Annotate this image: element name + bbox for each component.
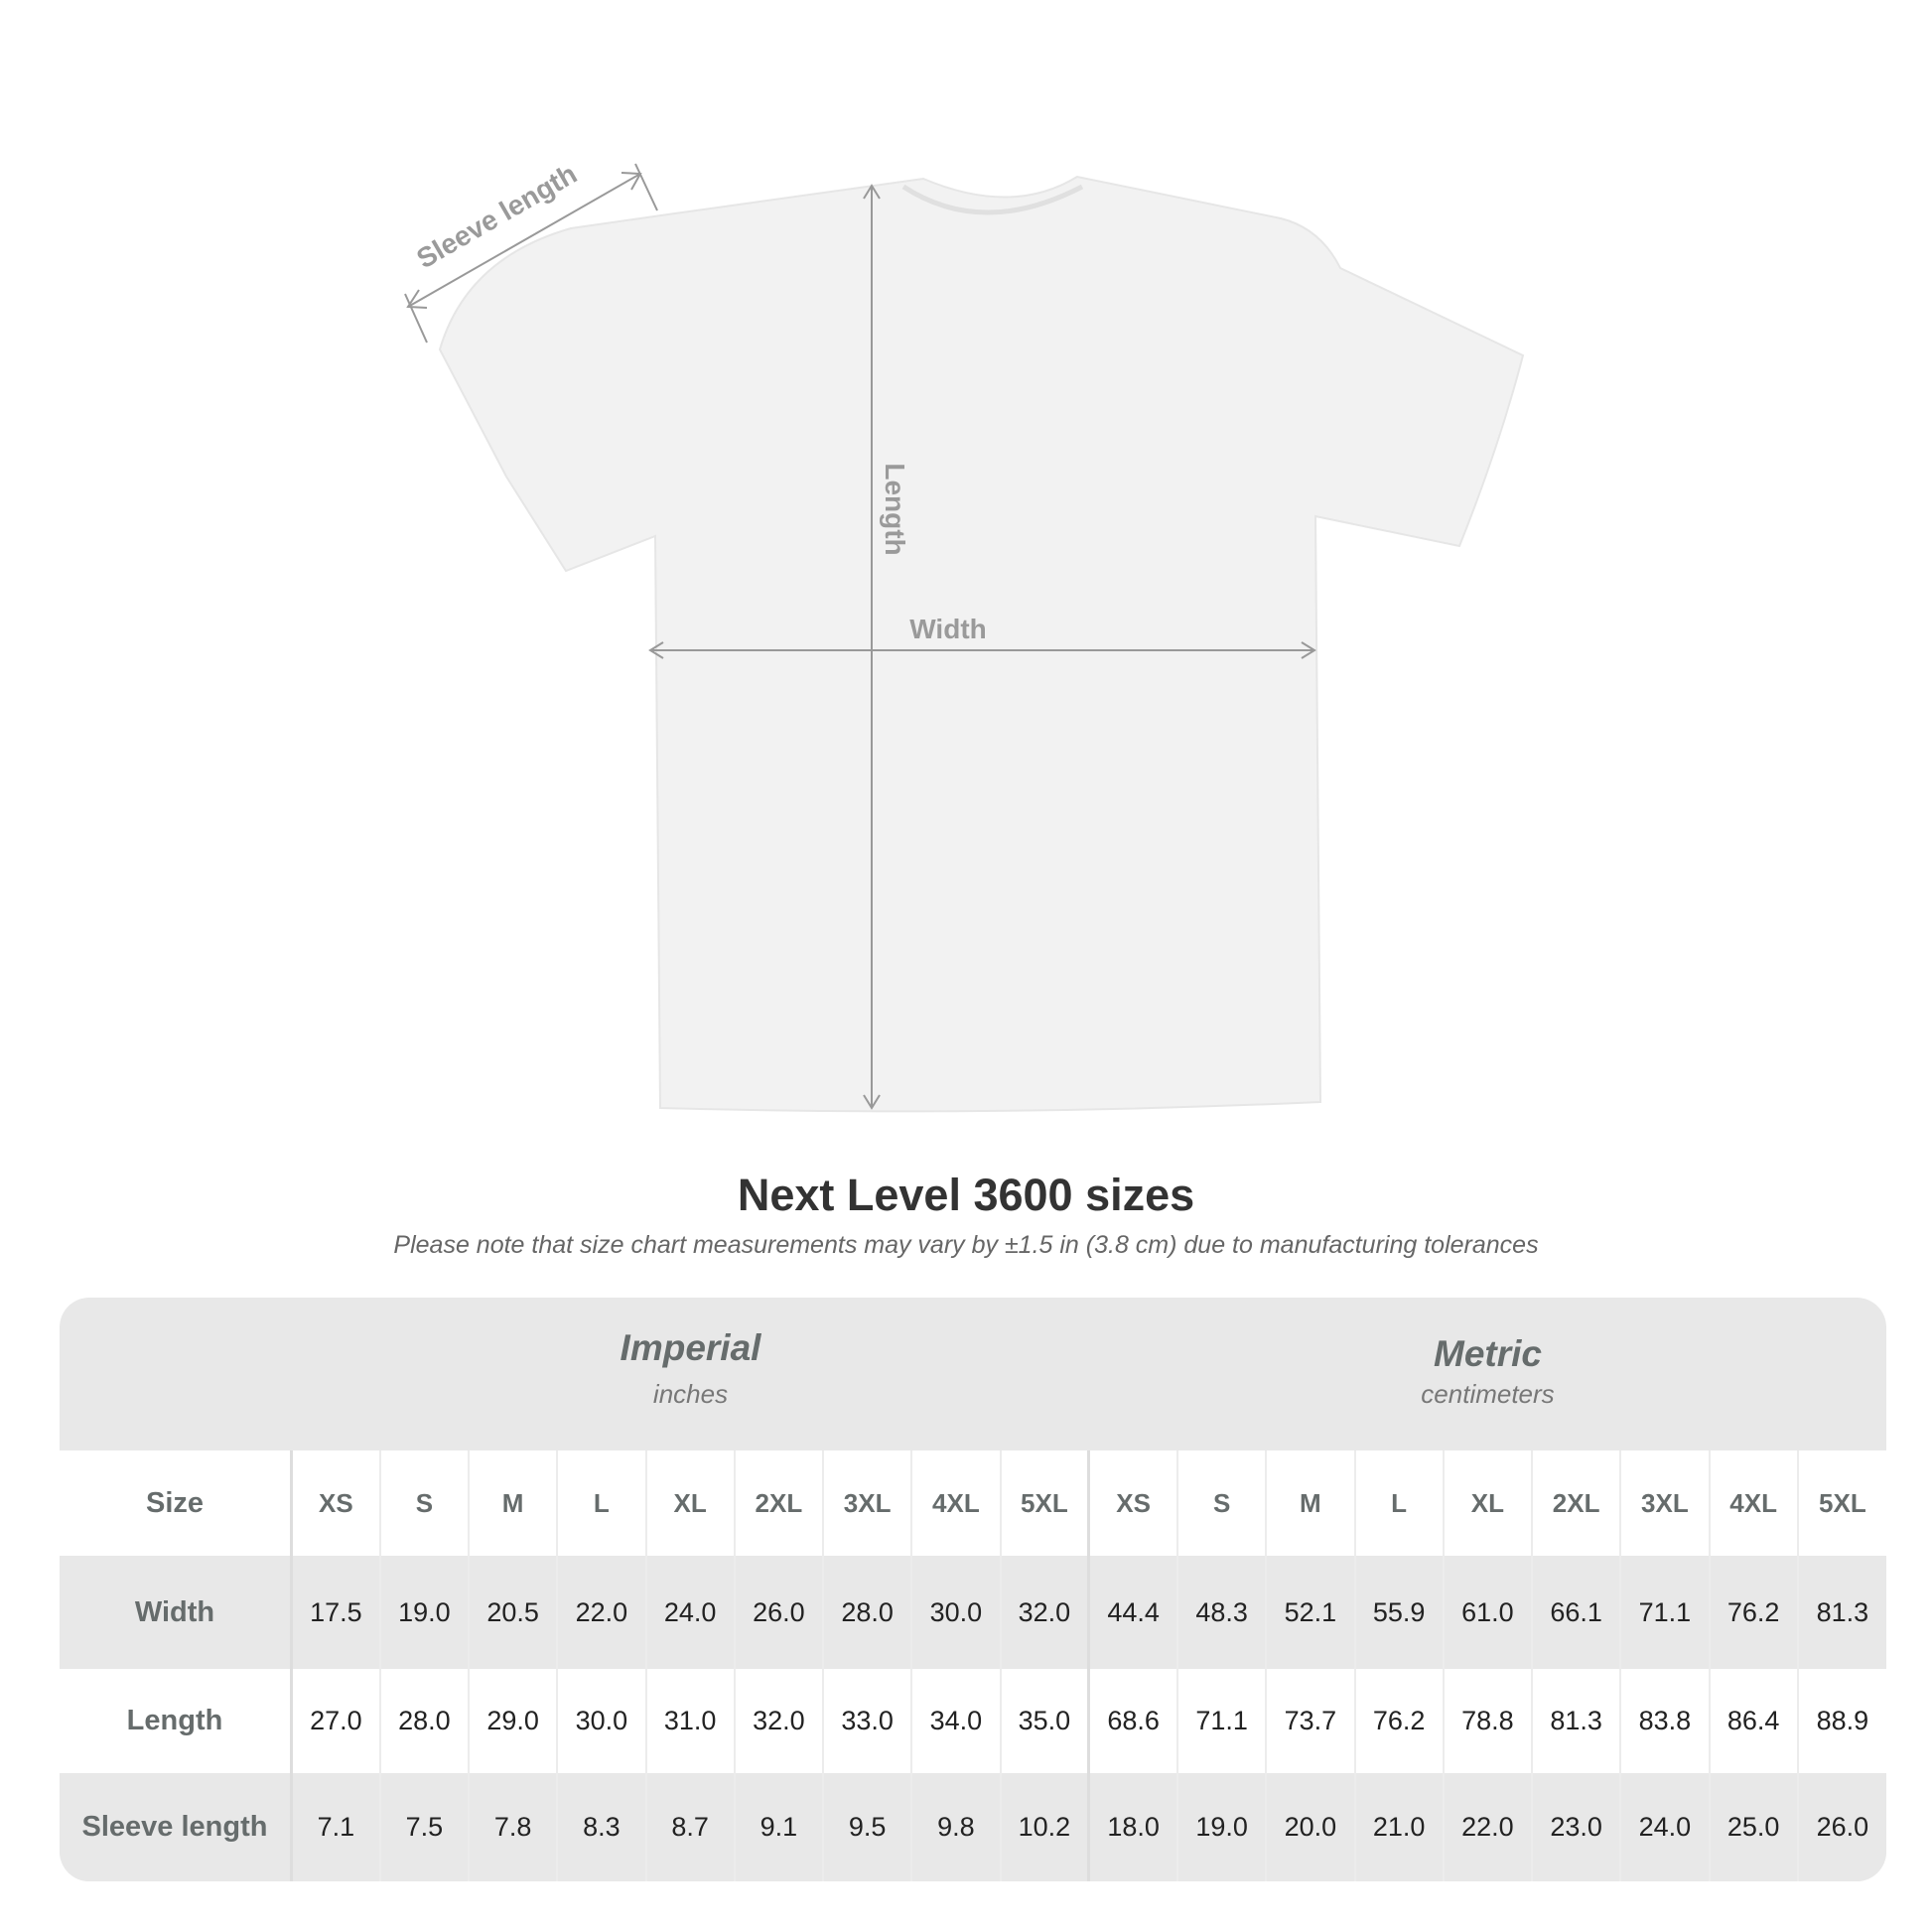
metric-cell: 4XL bbox=[1708, 1450, 1798, 1556]
metric-cell: 5XL bbox=[1796, 1450, 1886, 1556]
metric-cell: 81.3 bbox=[1530, 1669, 1621, 1773]
imperial-cell: 7.8 bbox=[467, 1773, 558, 1881]
imperial-cell: 24.0 bbox=[644, 1556, 735, 1669]
metric-cell: 48.3 bbox=[1175, 1556, 1267, 1669]
imperial-cell: XS bbox=[290, 1450, 380, 1556]
imperial-cell: 30.0 bbox=[910, 1556, 1001, 1669]
metric-cell: 71.1 bbox=[1175, 1669, 1267, 1773]
metric-cell: 2XL bbox=[1530, 1450, 1621, 1556]
row-label: Sleeve length bbox=[60, 1773, 293, 1881]
collar bbox=[901, 184, 1084, 215]
row-label: Width bbox=[60, 1556, 293, 1669]
metric-cell: 71.1 bbox=[1619, 1556, 1710, 1669]
metric-cell: L bbox=[1353, 1450, 1444, 1556]
imperial-cell: 22.0 bbox=[556, 1556, 646, 1669]
table-row: Length 27.0 28.0 29.0 30.0 31.0 32.0 33.0 34.0 35… bbox=[60, 1669, 1886, 1773]
metric-cell: 22.0 bbox=[1442, 1773, 1532, 1881]
imperial-cell: 34.0 bbox=[910, 1669, 1001, 1773]
metric-cell: 61.0 bbox=[1442, 1556, 1532, 1669]
imperial-cell: 33.0 bbox=[821, 1669, 912, 1773]
metric-cell: 25.0 bbox=[1708, 1773, 1798, 1881]
metric-cell: 88.9 bbox=[1796, 1669, 1886, 1773]
imperial-cell: 8.7 bbox=[644, 1773, 735, 1881]
imperial-cell: 9.8 bbox=[910, 1773, 1001, 1881]
measurement-arrows bbox=[404, 163, 1316, 1110]
imperial-cell: 28.0 bbox=[378, 1669, 469, 1773]
metric-cell: 73.7 bbox=[1265, 1669, 1355, 1773]
imperial-cell: S bbox=[378, 1450, 469, 1556]
imperial-unit: inches bbox=[652, 1379, 729, 1409]
imperial-cell: 9.5 bbox=[821, 1773, 912, 1881]
table-row: Size XS S M L XL 2XL 3XL 4XL 5XL XS S M L XL 2XL 3XL 4XL 5… bbox=[60, 1450, 1886, 1556]
imperial-cell: 19.0 bbox=[378, 1556, 469, 1669]
metric-cell: 3XL bbox=[1619, 1450, 1710, 1556]
metric-cell: 24.0 bbox=[1619, 1773, 1710, 1881]
imperial-cell: 26.0 bbox=[733, 1556, 823, 1669]
table-row: Width 17.5 19.0 20.5 22.0 24.0 26.0 28.0 30.0 32.… bbox=[60, 1556, 1886, 1669]
row-label: Size bbox=[60, 1450, 293, 1556]
row-label: Length bbox=[60, 1669, 293, 1773]
metric-cell: 26.0 bbox=[1796, 1773, 1886, 1881]
length-label: Length bbox=[880, 463, 910, 555]
imperial-cell: 10.2 bbox=[999, 1773, 1089, 1881]
metric-cell: 19.0 bbox=[1175, 1773, 1267, 1881]
metric-cell: 52.1 bbox=[1265, 1556, 1355, 1669]
tolerance-note: Please note that size chart measurements… bbox=[393, 1231, 1539, 1259]
metric-cell: 44.4 bbox=[1087, 1556, 1177, 1669]
imperial-cell: 9.1 bbox=[733, 1773, 823, 1881]
imperial-cell: 17.5 bbox=[290, 1556, 380, 1669]
metric-cell: 78.8 bbox=[1442, 1669, 1532, 1773]
metric-cell: S bbox=[1175, 1450, 1267, 1556]
size-chart: Imperial inches Metric centimeters Size X… bbox=[60, 1298, 1886, 1881]
metric-cell: 18.0 bbox=[1087, 1773, 1177, 1881]
metric-cell: XS bbox=[1087, 1450, 1177, 1556]
metric-cell: 76.2 bbox=[1353, 1669, 1444, 1773]
imperial-cell: 8.3 bbox=[556, 1773, 646, 1881]
metric-cell: 76.2 bbox=[1708, 1556, 1798, 1669]
table-row: Sleeve length 7.1 7.5 7.8 8.3 8.7 9.1 9.5 9.8 10.… bbox=[60, 1773, 1886, 1881]
metric-cell: 21.0 bbox=[1353, 1773, 1444, 1881]
imperial-cell: 29.0 bbox=[467, 1669, 558, 1773]
metric-cell: 23.0 bbox=[1530, 1773, 1621, 1881]
imperial-cell: 7.1 bbox=[290, 1773, 380, 1881]
imperial-cell: L bbox=[556, 1450, 646, 1556]
page-title: Next Level 3600 sizes bbox=[737, 1170, 1195, 1220]
imperial-cell: M bbox=[467, 1450, 558, 1556]
metric-cell: 86.4 bbox=[1708, 1669, 1798, 1773]
imperial-cell: 5XL bbox=[999, 1450, 1089, 1556]
metric-cell: M bbox=[1265, 1450, 1355, 1556]
imperial-cell: 32.0 bbox=[733, 1669, 823, 1773]
imperial-cell: 28.0 bbox=[821, 1556, 912, 1669]
imperial-cell: 30.0 bbox=[556, 1669, 646, 1773]
imperial-cell: 35.0 bbox=[999, 1669, 1089, 1773]
imperial-cell: 2XL bbox=[733, 1450, 823, 1556]
imperial-cell: 4XL bbox=[910, 1450, 1001, 1556]
sleeve-arrow bbox=[407, 173, 641, 308]
metric-cell: 68.6 bbox=[1087, 1669, 1177, 1773]
metric-header: Metric centimeters bbox=[1089, 1298, 1886, 1450]
metric-cell: 66.1 bbox=[1530, 1556, 1621, 1669]
imperial-cell: 3XL bbox=[821, 1450, 912, 1556]
metric-cell: 81.3 bbox=[1796, 1556, 1886, 1669]
imperial-cell: XL bbox=[644, 1450, 735, 1556]
imperial-cell: 32.0 bbox=[999, 1556, 1089, 1669]
metric-title: Metric bbox=[1434, 1333, 1542, 1374]
imperial-header: Imperial inches bbox=[292, 1298, 1089, 1450]
imperial-cell: 7.5 bbox=[378, 1773, 469, 1881]
tshirt-diagram: Sleeve length Length Width bbox=[404, 158, 1525, 1113]
metric-cell: XL bbox=[1442, 1450, 1532, 1556]
metric-cell: 83.8 bbox=[1619, 1669, 1710, 1773]
metric-cell: 55.9 bbox=[1353, 1556, 1444, 1669]
tshirt-image bbox=[438, 175, 1525, 1113]
imperial-cell: 27.0 bbox=[290, 1669, 380, 1773]
imperial-title: Imperial bbox=[620, 1327, 761, 1368]
metric-cell: 20.0 bbox=[1265, 1773, 1355, 1881]
width-label: Width bbox=[909, 614, 987, 644]
imperial-cell: 20.5 bbox=[467, 1556, 558, 1669]
metric-unit: centimeters bbox=[1421, 1379, 1555, 1409]
imperial-cell: 31.0 bbox=[644, 1669, 735, 1773]
size-table: Size XS S M L XL 2XL 3XL 4XL 5XL XS S M L XL 2XL 3XL 4XL 5… bbox=[60, 1450, 1886, 1881]
